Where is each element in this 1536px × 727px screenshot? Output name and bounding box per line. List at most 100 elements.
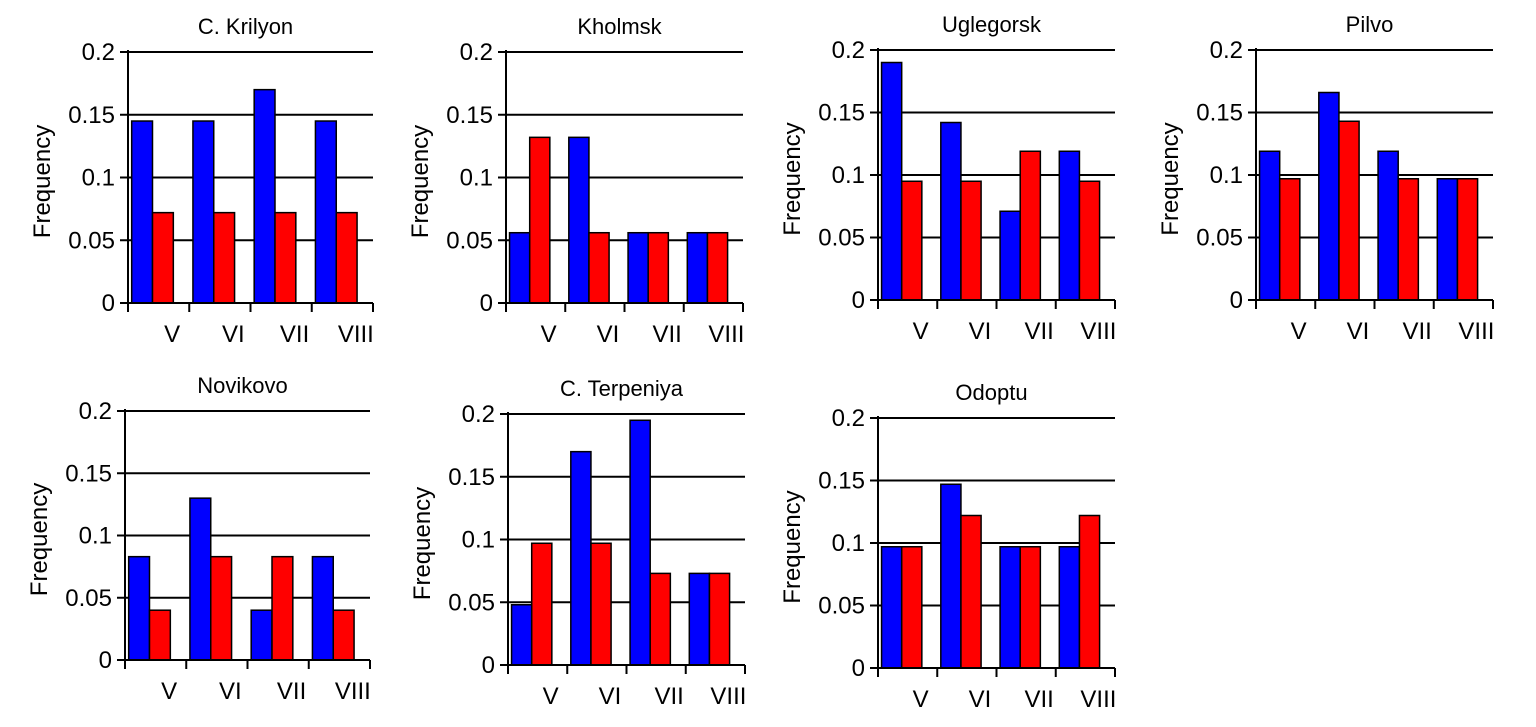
- bar-blue-vii: [999, 546, 1021, 669]
- x-tick-label: V: [164, 321, 180, 348]
- x-tick-label: VIII: [338, 321, 374, 348]
- y-tick-label: 0.05: [818, 593, 865, 620]
- x-tick-label: V: [543, 683, 559, 710]
- chart-panel-6: 0 0.05 0.1 0.15 0.2 V VI VII VIII C. Terpeniya Fre…: [409, 376, 746, 710]
- y-tick-label: 0.2: [832, 405, 865, 432]
- chart-panel-3: 0 0.05 0.1 0.15 0.2 V VI VII VIII Uglegorsk Freque…: [779, 12, 1116, 345]
- chart-title: Kholmsk: [577, 14, 662, 39]
- bar-blue-v: [880, 61, 903, 301]
- x-tick-label: VII: [1024, 686, 1053, 713]
- bar-red-viii: [706, 231, 729, 304]
- x-tick-label: VI: [597, 321, 620, 348]
- y-tick-label: 0.1: [460, 165, 493, 192]
- bar-blue-vi: [940, 121, 962, 301]
- x-tick-label: VIII: [1080, 686, 1116, 713]
- chart-panel-7: 0 0.05 0.1 0.15 0.2 V VI VII VIII Odoptu Frequency: [779, 380, 1116, 713]
- bar-red-v: [900, 546, 923, 669]
- bar-red-vii: [647, 231, 670, 304]
- x-tick-label: VIII: [1458, 318, 1494, 345]
- chart-title: Uglegorsk: [942, 12, 1042, 37]
- bar-blue-v: [510, 604, 533, 666]
- chart-panel-2: 0 0.05 0.1 0.15 0.2 V VI VII VIII Kholmsk Frequenc…: [407, 14, 744, 348]
- bar-red-viii: [708, 572, 731, 666]
- x-tick-label: VI: [969, 686, 992, 713]
- bar-red-viii: [1078, 514, 1101, 669]
- y-tick-label: 0: [852, 287, 865, 314]
- bar-blue-viii: [688, 572, 711, 666]
- bar-red-viii: [1456, 178, 1479, 301]
- x-tick-label: VI: [969, 318, 992, 345]
- chart-title: Pilvo: [1346, 12, 1394, 37]
- y-tick-label: 0: [1230, 287, 1243, 314]
- x-tick-label: VII: [654, 683, 683, 710]
- chart-panel-1: 0 0.05 0.1 0.15 0.2 V VI VII VIII C. Krilyon Frequ…: [29, 14, 374, 348]
- bar-blue-viii: [311, 555, 334, 661]
- bar-red-vii: [271, 555, 294, 661]
- y-tick-label: 0.2: [460, 39, 493, 66]
- y-tick-label: 0.2: [1210, 37, 1243, 64]
- bar-blue-viii: [1058, 150, 1081, 301]
- bar-red-vi: [213, 211, 236, 304]
- x-tick-label: V: [161, 678, 177, 705]
- bar-red-v: [151, 211, 175, 304]
- bar-blue-vii: [999, 210, 1021, 301]
- y-tick-label: 0.1: [462, 527, 495, 554]
- y-axis-label: Frequency: [409, 487, 436, 600]
- y-tick-label: 0.1: [832, 530, 865, 557]
- x-tick-label: V: [1291, 318, 1307, 345]
- x-tick-label: VIII: [1080, 318, 1116, 345]
- y-tick-label: 0.1: [82, 165, 115, 192]
- bar-blue-viii: [686, 231, 709, 304]
- x-tick-label: VII: [277, 678, 306, 705]
- y-tick-label: 0.05: [818, 225, 865, 252]
- y-axis-label: Frequency: [26, 483, 53, 596]
- x-tick-label: VII: [1402, 318, 1431, 345]
- chart-panel-5: 0 0.05 0.1 0.15 0.2 V VI VII VIII Novikovo Frequen…: [26, 373, 371, 705]
- x-tick-label: VII: [280, 321, 309, 348]
- x-tick-label: VIII: [335, 678, 371, 705]
- bar-red-v: [900, 180, 923, 301]
- bar-blue-vi: [192, 120, 215, 304]
- x-tick-label: VII: [1024, 318, 1053, 345]
- y-axis-label: Frequency: [407, 125, 434, 238]
- bar-blue-v: [880, 546, 903, 669]
- y-tick-label: 0: [480, 290, 493, 317]
- bar-red-viii: [335, 211, 358, 304]
- y-tick-label: 0: [102, 290, 115, 317]
- bar-blue-vi: [189, 497, 212, 661]
- y-tick-label: 0.15: [65, 460, 112, 487]
- y-axis-label: Frequency: [29, 125, 56, 238]
- bar-red-vi: [960, 514, 982, 669]
- bar-red-vii: [1397, 178, 1420, 301]
- y-tick-label: 0: [482, 652, 495, 679]
- bar-red-vi: [588, 231, 610, 304]
- y-tick-label: 0: [99, 647, 112, 674]
- bar-red-v: [148, 609, 172, 661]
- y-axis-label: Frequency: [779, 490, 806, 603]
- x-tick-label: VI: [219, 678, 242, 705]
- y-axis-label: Frequency: [779, 122, 806, 235]
- y-tick-label: 0.05: [446, 227, 493, 254]
- bar-red-viii: [1078, 180, 1101, 301]
- y-tick-label: 0.05: [68, 227, 115, 254]
- y-tick-label: 0.2: [79, 398, 112, 425]
- x-tick-label: V: [913, 686, 929, 713]
- bar-red-vi: [1338, 120, 1360, 301]
- y-tick-label: 0.05: [65, 585, 112, 612]
- y-tick-label: 0.1: [1210, 162, 1243, 189]
- bar-red-vii: [1019, 546, 1042, 669]
- y-tick-label: 0.1: [79, 523, 112, 550]
- x-tick-label: V: [913, 318, 929, 345]
- y-tick-label: 0.1: [832, 162, 865, 189]
- bar-blue-vii: [253, 88, 276, 304]
- bar-red-vii: [1019, 150, 1042, 301]
- bar-blue-vii: [629, 419, 651, 666]
- x-tick-label: VIII: [710, 683, 746, 710]
- y-tick-label: 0.15: [448, 464, 495, 491]
- bar-red-v: [528, 136, 551, 304]
- bar-blue-v: [127, 555, 151, 661]
- y-tick-label: 0.15: [818, 468, 865, 495]
- x-tick-label: VI: [599, 683, 622, 710]
